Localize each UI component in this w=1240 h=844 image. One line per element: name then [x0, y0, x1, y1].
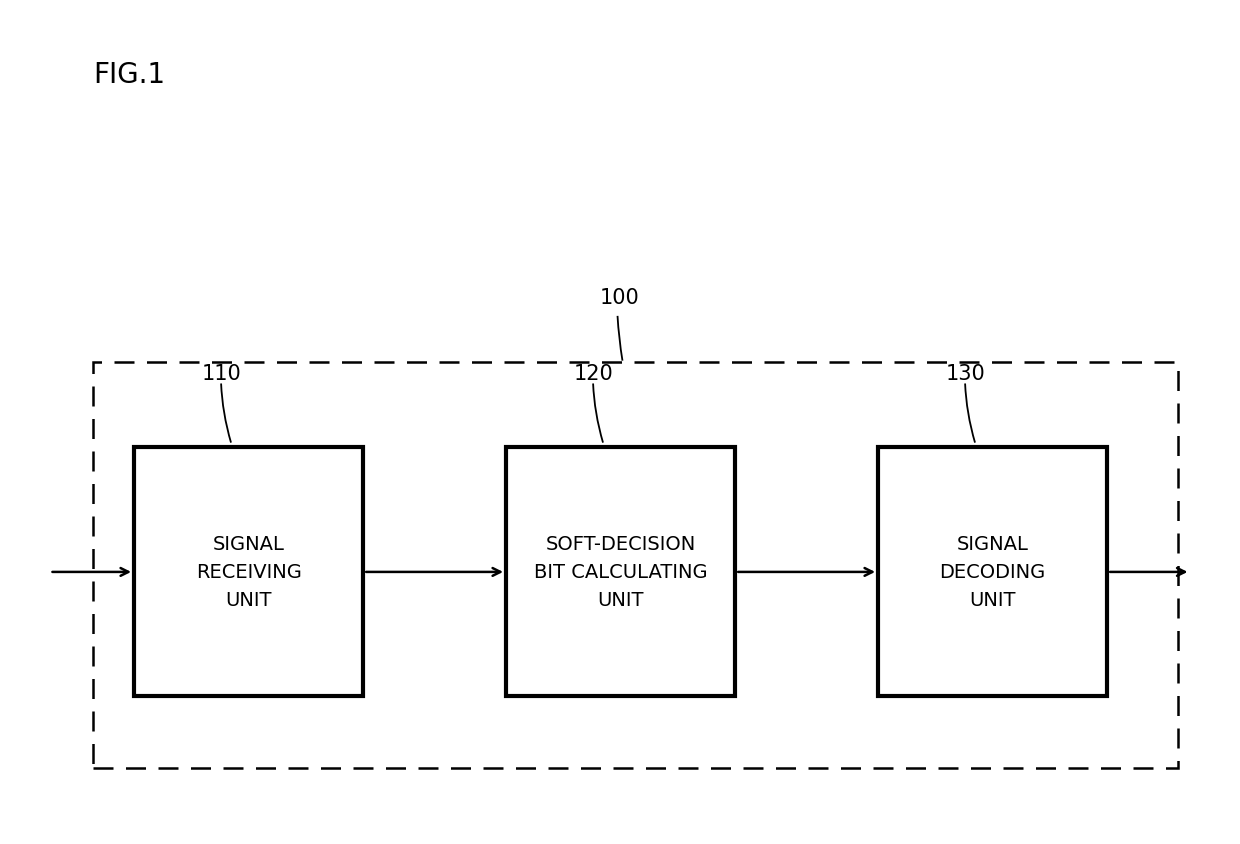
Text: SOFT-DECISION
BIT CALCULATING
UNIT: SOFT-DECISION BIT CALCULATING UNIT: [533, 534, 708, 609]
Text: FIG.1: FIG.1: [93, 61, 165, 89]
Bar: [134, 447, 363, 696]
Bar: [93, 363, 1178, 768]
Text: 110: 110: [201, 364, 241, 384]
Text: SIGNAL
RECEIVING
UNIT: SIGNAL RECEIVING UNIT: [196, 534, 301, 609]
Bar: [506, 447, 735, 696]
Text: SIGNAL
DECODING
UNIT: SIGNAL DECODING UNIT: [940, 534, 1045, 609]
Text: 100: 100: [600, 288, 640, 308]
Bar: [878, 447, 1107, 696]
Text: 120: 120: [573, 364, 613, 384]
Text: 130: 130: [945, 364, 985, 384]
